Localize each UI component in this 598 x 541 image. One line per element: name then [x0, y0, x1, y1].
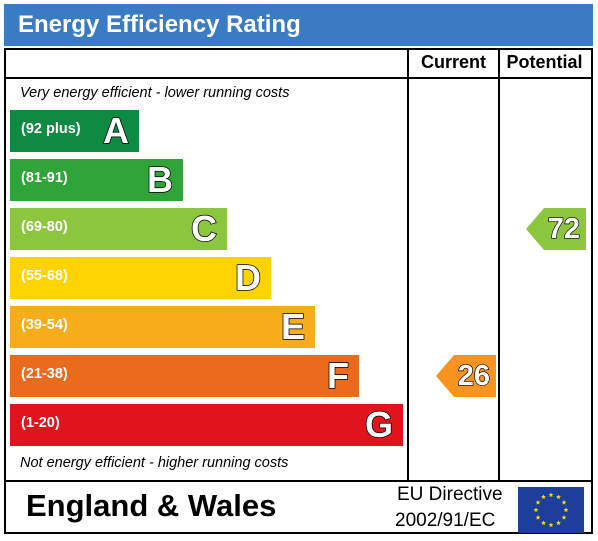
rating-frame [4, 48, 593, 534]
band-d: (55-68) D [10, 256, 271, 299]
potential-rating-value: 72 [547, 212, 581, 245]
footer-rule [4, 480, 593, 482]
band-letter: C [190, 207, 218, 250]
current-column-header: Current [420, 52, 486, 72]
band-e: (39-54) E [10, 305, 315, 348]
eu-directive-number: 2002/91/EC [395, 510, 496, 531]
band-g: (1-20) G [10, 403, 403, 446]
band-letter: B [146, 158, 174, 201]
band-b: (81-91) B [10, 158, 183, 201]
band-range-label: (69-80) [21, 219, 68, 235]
band-range-label: (55-68) [21, 268, 68, 284]
band-letter: A [102, 109, 130, 152]
band-range-label: (81-91) [21, 170, 68, 186]
page-title: Energy Efficiency Rating [18, 11, 301, 38]
current-rating-pointer: 26 [436, 355, 496, 397]
header-bar: Energy Efficiency Rating [4, 4, 593, 46]
band-letter: E [280, 305, 306, 348]
current-rating-value: 26 [457, 359, 491, 392]
band-a: (92 plus) A [10, 109, 139, 152]
band-c: (69-80) C [10, 207, 227, 250]
band-letter: D [234, 256, 262, 299]
band-f: (21-38) F [10, 354, 359, 397]
top-caption: Very energy efficient - lower running co… [20, 85, 290, 101]
band-range-label: (92 plus) [21, 121, 81, 137]
band-range-label: (1-20) [21, 415, 60, 431]
eu-flag-icon [518, 487, 584, 533]
header-row-rule [4, 77, 593, 79]
band-range-label: (39-54) [21, 317, 68, 333]
eu-directive-label: EU Directive [397, 484, 503, 505]
current-column-divider [407, 48, 409, 482]
potential-column-divider [498, 48, 500, 482]
potential-column-header: Potential [506, 52, 583, 72]
potential-rating-pointer: 72 [526, 208, 586, 250]
bottom-caption: Not energy efficient - higher running co… [20, 455, 289, 471]
country-label: England & Wales [26, 488, 277, 523]
band-range-label: (21-38) [21, 366, 68, 382]
band-letter: F [326, 354, 350, 397]
band-letter: G [364, 403, 394, 446]
